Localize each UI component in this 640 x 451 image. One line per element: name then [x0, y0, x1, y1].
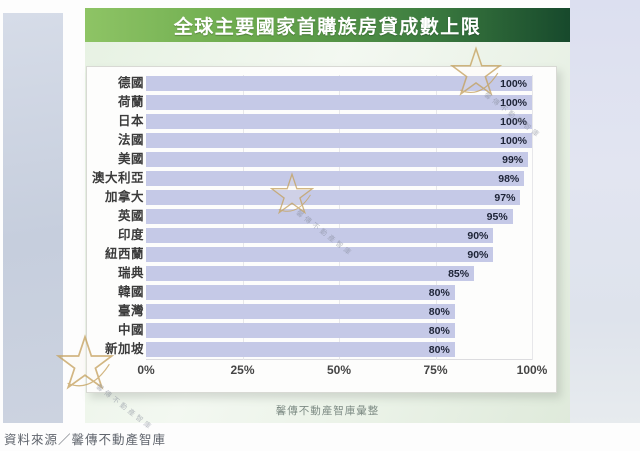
value-label: 97%: [494, 191, 516, 204]
bar: 85%: [146, 266, 475, 281]
country-label: 臺灣: [117, 304, 144, 318]
bar: 80%: [146, 323, 455, 338]
value-label: 85%: [448, 267, 470, 280]
value-label: 100%: [500, 115, 527, 128]
value-label: 95%: [486, 210, 508, 223]
chart-row: 德國 100%: [87, 76, 556, 91]
chart-rows: 德國 100% 荷蘭 100% 日本 100% 法國 100% 美國 99% 澳大利亞 98% 加拿大 9…: [87, 76, 556, 361]
value-label: 100%: [500, 77, 527, 90]
chart-row: 英國 95%: [87, 209, 556, 224]
country-label: 新加坡: [104, 342, 144, 356]
bar: 80%: [146, 304, 455, 319]
country-label: 瑞典: [117, 266, 144, 280]
country-label: 美國: [117, 152, 144, 166]
chart-caption: 馨傳不動產智庫彙整: [275, 405, 380, 417]
right-accent-strip: [570, 0, 640, 423]
chart-row: 加拿大 97%: [87, 190, 556, 205]
chart-row: 中國 80%: [87, 323, 556, 338]
x-axis-tick: 100%: [516, 363, 548, 377]
bar: 100%: [146, 76, 532, 91]
bar: 90%: [146, 228, 494, 243]
value-label: 90%: [467, 248, 489, 261]
country-label: 中國: [117, 323, 144, 337]
chart-row: 印度 90%: [87, 228, 556, 243]
chart-row: 荷蘭 100%: [87, 95, 556, 110]
value-label: 99%: [502, 153, 524, 166]
value-label: 100%: [500, 134, 527, 147]
chart-row: 紐西蘭 90%: [87, 247, 556, 262]
country-label: 德國: [117, 76, 144, 90]
value-label: 80%: [428, 343, 450, 356]
chart-row: 瑞典 85%: [87, 266, 556, 281]
value-label: 90%: [467, 229, 489, 242]
bar: 97%: [146, 190, 521, 205]
chart-row: 澳大利亞 98%: [87, 171, 556, 186]
country-label: 澳大利亞: [91, 171, 144, 185]
value-label: 80%: [428, 286, 450, 299]
country-label: 日本: [117, 114, 144, 128]
bar: 98%: [146, 171, 525, 186]
country-label: 紐西蘭: [104, 247, 144, 261]
country-label: 英國: [117, 209, 144, 223]
country-label: 法國: [117, 133, 144, 147]
chart-row: 新加坡 80%: [87, 342, 556, 357]
bar: 100%: [146, 133, 532, 148]
country-label: 加拿大: [104, 190, 144, 204]
left-accent-strip: [3, 13, 63, 423]
gridline: [532, 75, 533, 360]
bar: 99%: [146, 152, 529, 167]
country-label: 印度: [117, 228, 144, 242]
chart-row: 美國 99%: [87, 152, 556, 167]
x-axis-tick: 50%: [326, 363, 352, 377]
bar: 90%: [146, 247, 494, 262]
x-axis-tick: 75%: [423, 363, 448, 377]
bar: 80%: [146, 285, 455, 300]
value-label: 80%: [428, 305, 450, 318]
country-label: 韓國: [117, 285, 144, 299]
x-axis-tick: 0%: [137, 363, 155, 377]
chart-panel: 德國 100% 荷蘭 100% 日本 100% 法國 100% 美國 99% 澳大利亞 98% 加拿大 9…: [86, 66, 557, 393]
source-note: 資料來源／馨傳不動產智庫: [4, 433, 167, 447]
bar: 100%: [146, 114, 532, 129]
value-label: 98%: [498, 172, 520, 185]
bar: 100%: [146, 95, 532, 110]
title-banner: 全球主要國家首購族房貸成數上限: [85, 8, 570, 42]
value-label: 80%: [428, 324, 450, 337]
chart-row: 韓國 80%: [87, 285, 556, 300]
page-title: 全球主要國家首購族房貸成數上限: [173, 16, 482, 38]
value-label: 100%: [500, 96, 527, 109]
chart-row: 法國 100%: [87, 133, 556, 148]
chart-row: 日本 100%: [87, 114, 556, 129]
country-label: 荷蘭: [117, 95, 144, 109]
bar: 95%: [146, 209, 513, 224]
bar: 80%: [146, 342, 455, 357]
x-axis-tick: 25%: [230, 363, 255, 377]
chart-row: 臺灣 80%: [87, 304, 556, 319]
